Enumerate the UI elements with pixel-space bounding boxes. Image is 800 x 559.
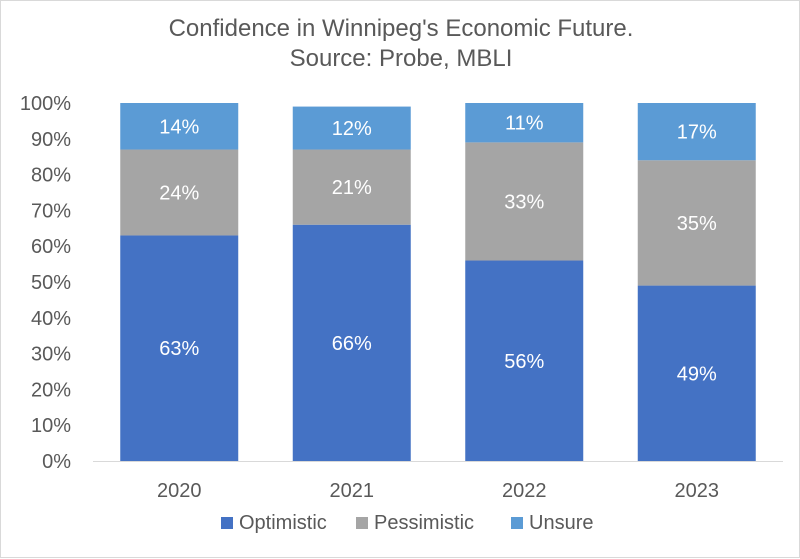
- y-tick-label: 20%: [31, 379, 71, 401]
- y-tick-label: 80%: [31, 165, 71, 187]
- data-label: 56%: [504, 351, 544, 373]
- bar-segment-optimistic: [637, 285, 756, 461]
- legend-label: Optimistic: [239, 512, 327, 534]
- chart-subtitle: Source: Probe, MBLI: [289, 45, 513, 72]
- legend-swatch-pessimistic: [356, 517, 368, 529]
- y-tick-label: 60%: [31, 236, 71, 258]
- data-label: 24%: [159, 183, 199, 205]
- data-label: 33%: [504, 191, 544, 213]
- y-tick-label: 30%: [31, 344, 71, 366]
- bar-segment-optimistic: [292, 224, 411, 461]
- x-tick-label: 2020: [157, 480, 202, 502]
- bar-segment-unsure: [292, 106, 411, 150]
- y-tick-label: 10%: [31, 415, 71, 437]
- y-tick-label: 70%: [31, 200, 71, 222]
- data-label: 35%: [677, 213, 717, 235]
- data-label: 21%: [332, 177, 372, 199]
- legend-swatch-optimistic: [221, 517, 233, 529]
- data-label: 63%: [159, 338, 199, 360]
- bar-segment-pessimistic: [465, 142, 584, 261]
- x-tick-label: 2022: [502, 480, 547, 502]
- data-label: 12%: [332, 118, 372, 140]
- bar-segment-pessimistic: [120, 149, 239, 236]
- bar-segment-pessimistic: [637, 160, 756, 286]
- data-label: 14%: [159, 116, 199, 138]
- bar-segment-unsure: [637, 103, 756, 161]
- y-tick-label: 50%: [31, 272, 71, 294]
- data-label: 49%: [677, 363, 717, 385]
- y-tick-label: 0%: [42, 451, 71, 473]
- bar-segment-pessimistic: [292, 149, 411, 225]
- y-tick-label: 90%: [31, 129, 71, 151]
- bar-segment-unsure: [120, 103, 239, 150]
- bar-segment-optimistic: [465, 260, 584, 461]
- data-label: 11%: [505, 113, 544, 135]
- x-tick-label: 2021: [330, 480, 375, 502]
- y-tick-label: 100%: [20, 93, 71, 115]
- x-tick-label: 2023: [675, 480, 720, 502]
- chart-title: Confidence in Winnipeg's Economic Future…: [168, 15, 634, 42]
- legend-swatch-unsure: [511, 517, 523, 529]
- y-tick-label: 40%: [31, 308, 71, 330]
- bar-segment-optimistic: [120, 235, 239, 461]
- legend-label: Unsure: [529, 512, 593, 534]
- data-label: 17%: [677, 122, 717, 144]
- bar-segment-unsure: [465, 103, 584, 143]
- legend-label: Pessimistic: [374, 512, 474, 534]
- data-label: 66%: [332, 333, 372, 355]
